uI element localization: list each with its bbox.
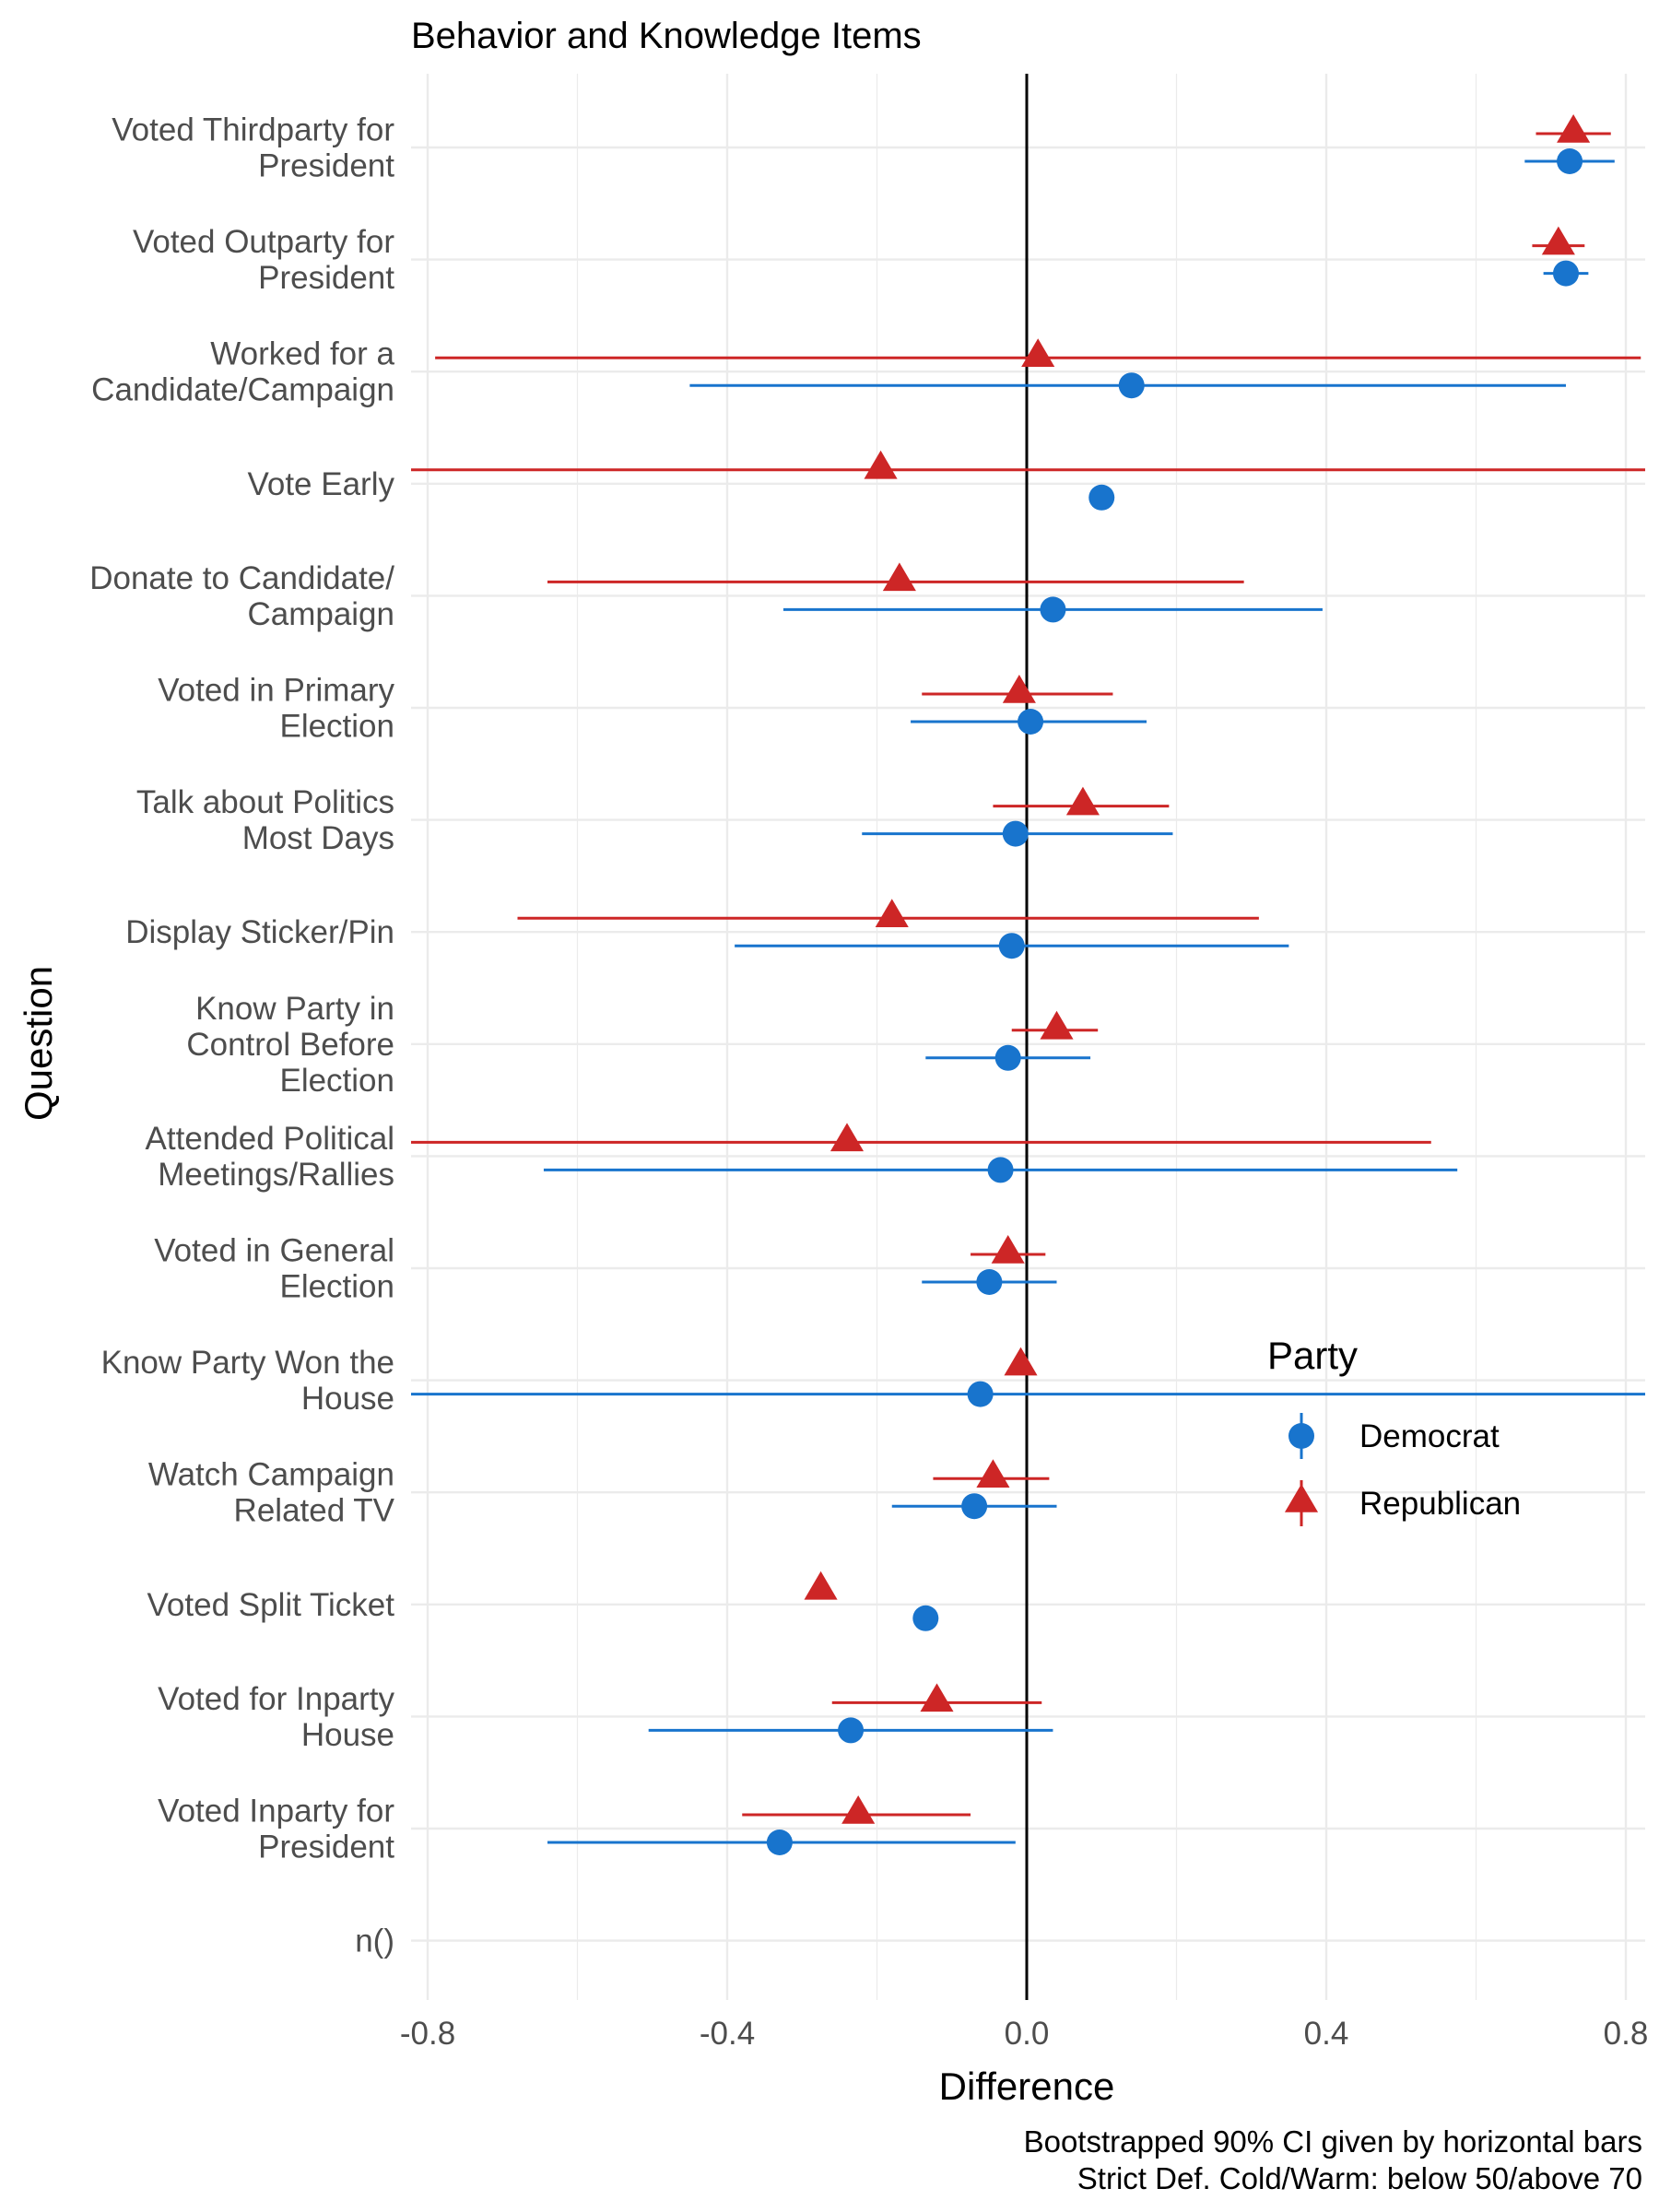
legend-title: Party: [1267, 1334, 1358, 1377]
republican-point: [976, 1459, 1010, 1488]
y-tick-label: Meetings/Rallies: [158, 1157, 394, 1193]
x-tick-label: 0.8: [1604, 2016, 1649, 2052]
y-tick-label: President: [258, 1830, 394, 1865]
y-tick-label: House: [301, 1381, 394, 1417]
democrat-point: [1553, 260, 1579, 287]
republican-point: [1040, 1010, 1074, 1040]
legend-key-circle: [1288, 1423, 1314, 1449]
republican-point: [991, 1235, 1025, 1264]
y-tick-label: President: [258, 260, 394, 296]
y-tick-label: Voted in Primary: [158, 673, 394, 709]
y-tick-label: Voted Outparty for: [133, 224, 394, 260]
y-tick-label: Most Days: [242, 820, 394, 856]
y-tick-label: Candidate/Campaign: [91, 372, 394, 408]
legend-entries: Democrat Republican: [1284, 1413, 1521, 1526]
y-tick-label: Campaign: [247, 596, 394, 632]
democrat-point: [994, 1044, 1021, 1071]
y-tick-label: Know Party Won the: [101, 1345, 394, 1381]
y-tick-label: Voted in General: [154, 1233, 394, 1269]
y-tick-label: Know Party in: [195, 991, 394, 1027]
legend-key-triangle: [1284, 1484, 1319, 1512]
y-tick-label: Donate to Candidate/: [89, 560, 394, 596]
y-tick-label: Worked for a: [210, 336, 394, 372]
y-tick-label: Voted Inparty for: [158, 1794, 394, 1830]
democrat-point: [1118, 372, 1145, 399]
y-tick-label: Vote Early: [247, 466, 394, 502]
x-tick-label: 0.4: [1304, 2016, 1349, 2052]
y-tick-label: Voted Thirdparty for: [112, 112, 394, 148]
legend-label: Republican: [1359, 1486, 1521, 1522]
y-tick-label: n(): [355, 1924, 394, 1959]
x-tick-label: -0.4: [700, 2016, 755, 2052]
y-tick-label: House: [301, 1717, 394, 1753]
y-tick-label: Election: [279, 709, 394, 745]
democrat-point: [1002, 820, 1029, 847]
democrat-point: [998, 933, 1025, 959]
republican-point: [1002, 675, 1036, 703]
democrat-point: [838, 1717, 865, 1744]
y-tick-label: Election: [279, 1269, 394, 1305]
y-tick-label: President: [258, 148, 394, 184]
x-tick-label: -0.8: [400, 2016, 455, 2052]
democrat-point: [1557, 148, 1583, 174]
caption-line: Strict Def. Cold/Warm: below 50/above 70: [1077, 2161, 1642, 2195]
democrat-point: [961, 1493, 988, 1520]
y-tick-label: Related TV: [234, 1493, 395, 1529]
legend: Party Democrat Republican: [1267, 1334, 1521, 1526]
republican-point: [830, 1123, 865, 1152]
caption: Bootstrapped 90% CI given by horizontal …: [1024, 2124, 1642, 2195]
republican-point: [920, 1683, 954, 1712]
data-marks: [411, 114, 1645, 1855]
caption-line: Bootstrapped 90% CI given by horizontal …: [1024, 2124, 1642, 2159]
y-tick-label: Watch Campaign: [148, 1457, 394, 1493]
republican-point: [1541, 226, 1575, 255]
democrat-point: [1018, 709, 1044, 735]
republican-point: [1065, 786, 1100, 816]
democrat-point: [766, 1830, 793, 1855]
democrat-point: [967, 1381, 994, 1407]
chart-title: Behavior and Knowledge Items: [411, 16, 922, 56]
republican-point: [882, 562, 916, 592]
y-tick-label: Display Sticker/Pin: [125, 914, 394, 950]
republican-point: [864, 450, 898, 479]
republican-point: [1557, 114, 1591, 143]
y-tick-label: Voted for Inparty: [158, 1681, 394, 1717]
y-tick-label: Control Before: [186, 1027, 394, 1063]
republican-point: [1021, 338, 1055, 367]
x-axis-title: Difference: [939, 2065, 1115, 2108]
democrat-point: [1088, 484, 1115, 511]
democrat-point: [912, 1605, 939, 1631]
legend-label: Democrat: [1359, 1418, 1500, 1454]
republican-point: [841, 1795, 876, 1824]
y-tick-label: Voted Split Ticket: [147, 1587, 395, 1623]
republican-point: [804, 1571, 838, 1600]
republican-point: [875, 899, 909, 927]
republican-point: [1004, 1347, 1038, 1376]
democrat-point: [1040, 596, 1066, 623]
democrat-point: [976, 1269, 1003, 1295]
x-tick-label: 0.0: [1005, 2016, 1050, 2052]
y-tick-label: Attended Political: [146, 1121, 394, 1157]
x-axis-ticks: -0.8 -0.4 0.0 0.4 0.8: [400, 2016, 1648, 2052]
y-tick-label: Talk about Politics: [136, 784, 394, 820]
y-axis-title: Question: [17, 966, 60, 1121]
democrat-point: [987, 1157, 1014, 1183]
y-tick-label: Election: [279, 1063, 394, 1099]
